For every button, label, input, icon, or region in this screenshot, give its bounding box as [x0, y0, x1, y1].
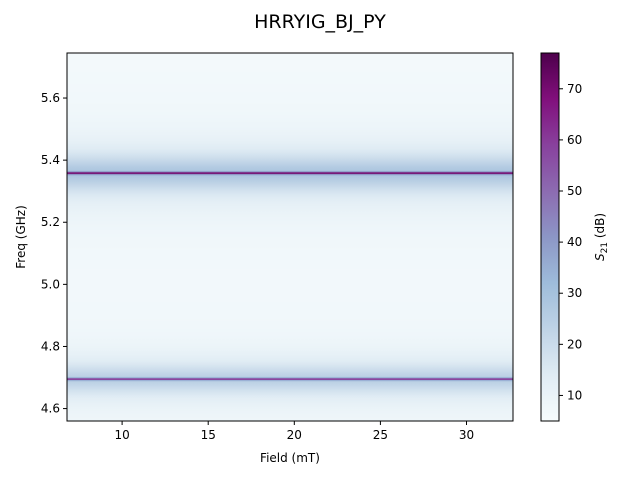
x-tick-label: 30: [459, 428, 474, 442]
y-tick-label: 4.8: [41, 339, 60, 353]
y-tick-label: 5.6: [41, 91, 60, 105]
heatmap-area: [67, 53, 513, 421]
plot-frame: [66, 52, 514, 422]
x-tick-label: 20: [287, 428, 302, 442]
x-axis-ticks: 10 15 20 25 30: [114, 421, 474, 442]
y-tick-label: 5.4: [41, 153, 60, 167]
colorbar-frame: [540, 52, 560, 422]
colorbar-tick-label: 60: [567, 133, 582, 147]
x-tick-label: 15: [201, 428, 216, 442]
colorbar-tick-label: 50: [567, 184, 582, 198]
colorbar-tick-label: 10: [567, 388, 582, 402]
y-axis-label: Freq (GHz): [14, 205, 28, 269]
colorbar-label: S21 (dB): [593, 213, 610, 261]
colorbar-tick-label: 40: [567, 235, 582, 249]
x-axis-label: Field (mT): [260, 451, 320, 465]
chart-title: HRRYIG_BJ_PY: [254, 11, 386, 33]
y-tick-label: 5.0: [41, 277, 60, 291]
y-tick-label: 4.6: [41, 402, 60, 416]
colorbar-tick-label: 20: [567, 337, 582, 351]
y-axis-ticks: 4.6 4.8 5.0 5.2 5.4 5.6: [41, 91, 67, 416]
colorbar: [541, 53, 559, 421]
colorbar-tick-label: 70: [567, 82, 582, 96]
y-tick-label: 5.2: [41, 215, 60, 229]
colorbar-ticks: 10 20 30 40 50 60 70: [559, 82, 582, 402]
x-tick-label: 10: [114, 428, 129, 442]
colorbar-tick-label: 30: [567, 286, 582, 300]
x-tick-label: 25: [373, 428, 388, 442]
